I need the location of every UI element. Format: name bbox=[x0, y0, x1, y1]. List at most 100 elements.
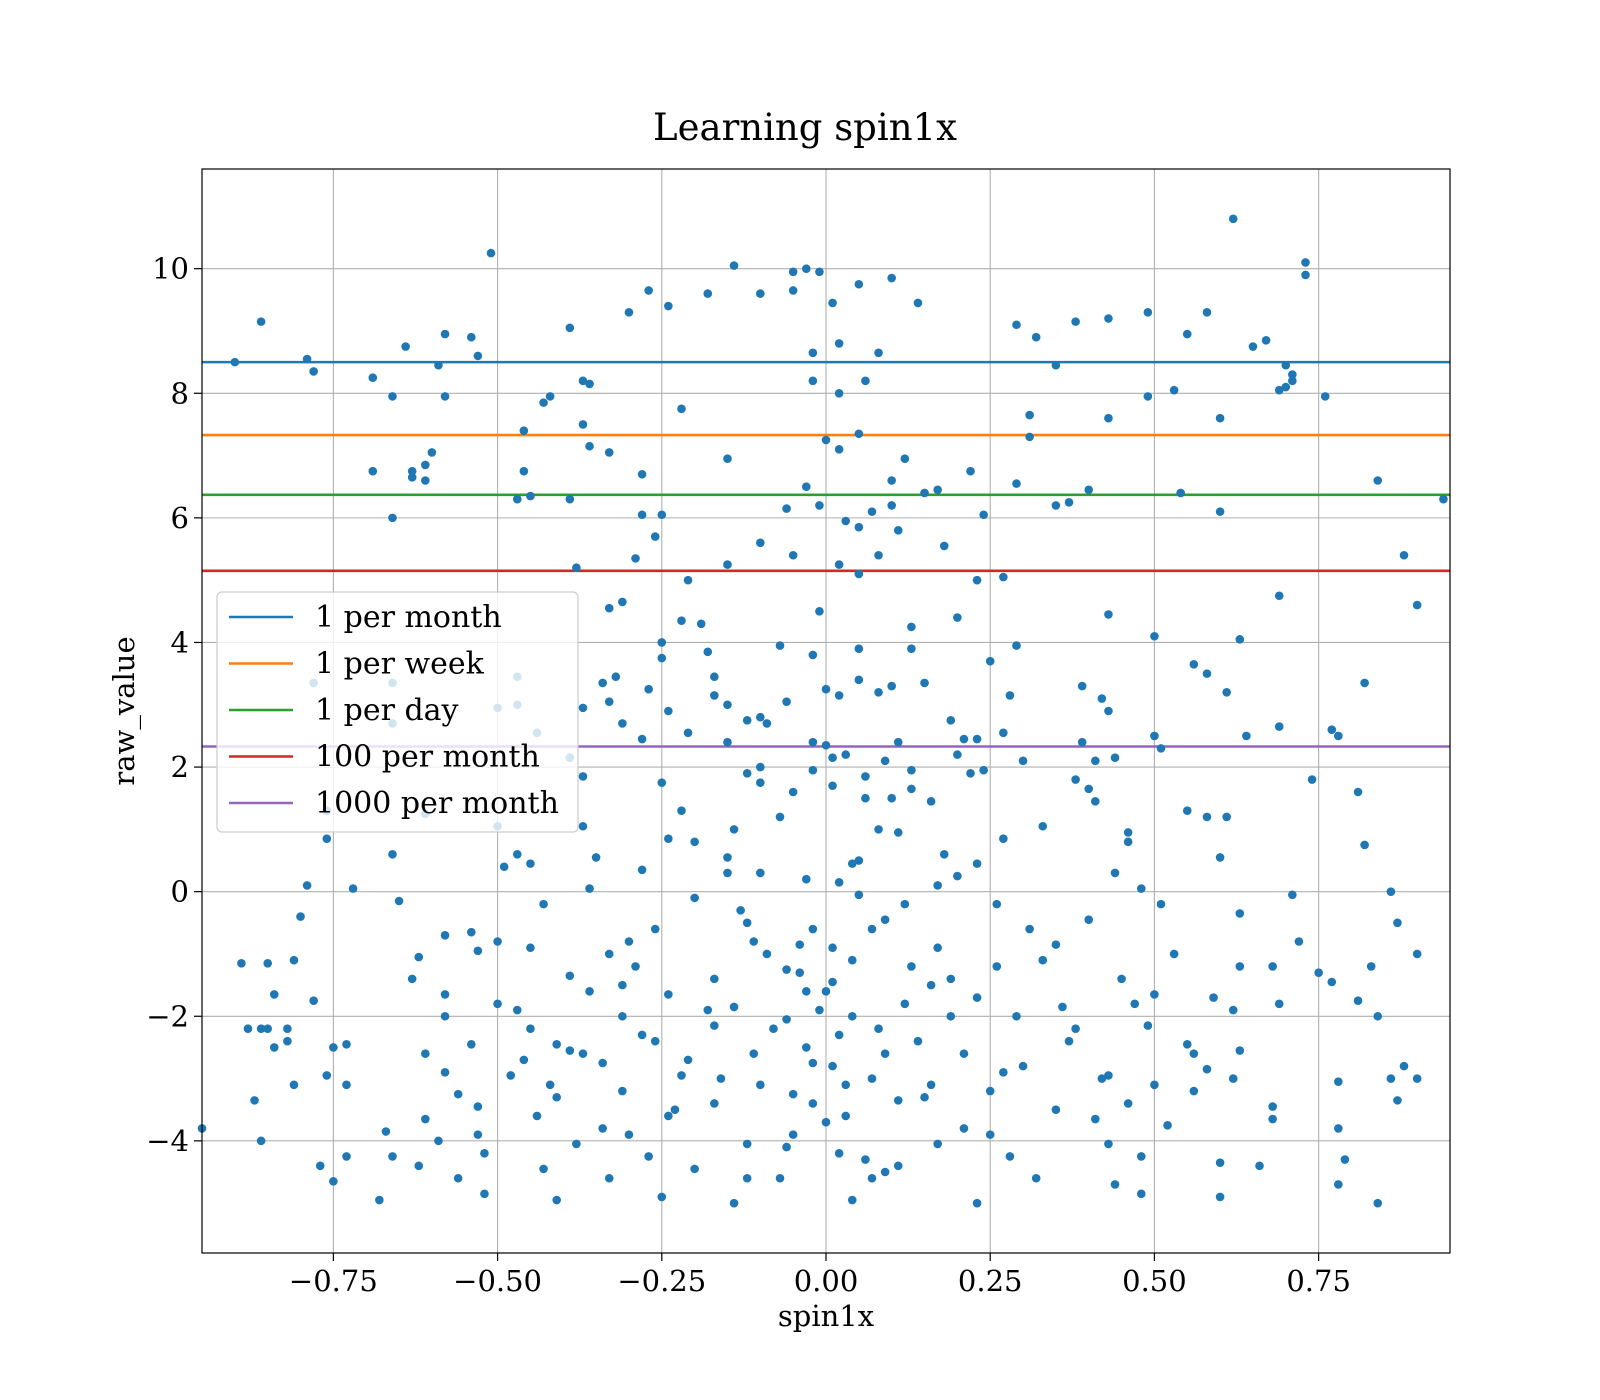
data-point bbox=[749, 1049, 759, 1058]
data-point bbox=[880, 1049, 890, 1058]
data-point bbox=[972, 734, 982, 744]
data-point bbox=[828, 977, 837, 987]
data-point bbox=[585, 884, 594, 893]
data-point bbox=[368, 373, 378, 383]
data-point bbox=[893, 1096, 903, 1105]
data-point bbox=[644, 1152, 653, 1161]
data-point bbox=[795, 940, 805, 949]
data-point bbox=[591, 853, 601, 862]
data-point bbox=[480, 1189, 489, 1199]
data-point bbox=[1071, 775, 1080, 784]
data-point bbox=[808, 1099, 818, 1108]
data-point bbox=[861, 793, 870, 803]
data-point bbox=[545, 1080, 555, 1090]
data-point bbox=[867, 507, 877, 516]
data-point bbox=[1202, 1064, 1212, 1074]
y-tick-label: −4 bbox=[146, 1124, 189, 1158]
data-point bbox=[1182, 806, 1192, 815]
data-point bbox=[729, 825, 739, 834]
data-point bbox=[598, 1124, 607, 1133]
data-point bbox=[933, 881, 942, 890]
data-point bbox=[512, 494, 522, 504]
data-point bbox=[979, 765, 988, 775]
data-point bbox=[1281, 382, 1291, 392]
data-point bbox=[1182, 1039, 1192, 1049]
data-point bbox=[1294, 937, 1304, 946]
data-point bbox=[401, 342, 410, 351]
data-point bbox=[1222, 812, 1231, 822]
data-point bbox=[742, 1173, 752, 1183]
data-point bbox=[874, 688, 883, 697]
data-point bbox=[795, 968, 805, 977]
data-point bbox=[407, 974, 417, 984]
data-point bbox=[939, 541, 949, 551]
data-point bbox=[801, 1043, 811, 1052]
data-point bbox=[1228, 1074, 1238, 1083]
data-point bbox=[953, 613, 962, 622]
data-point bbox=[788, 1089, 798, 1099]
data-point bbox=[920, 678, 929, 688]
data-point bbox=[729, 1198, 739, 1208]
data-point bbox=[1268, 1102, 1277, 1111]
y-tick-label: −2 bbox=[146, 999, 189, 1033]
data-point bbox=[788, 1130, 798, 1139]
data-point bbox=[834, 560, 844, 569]
data-point bbox=[348, 884, 358, 893]
data-point bbox=[821, 684, 831, 694]
legend-box bbox=[216, 591, 579, 833]
data-point bbox=[854, 856, 864, 865]
data-point bbox=[526, 1024, 535, 1034]
data-point bbox=[375, 1195, 384, 1205]
data-point bbox=[828, 753, 837, 763]
data-point bbox=[1189, 1086, 1199, 1096]
data-point bbox=[1051, 501, 1061, 510]
data-point bbox=[664, 1111, 673, 1121]
data-point bbox=[388, 1152, 397, 1161]
data-point bbox=[618, 1011, 627, 1021]
data-point bbox=[1281, 360, 1291, 370]
data-point bbox=[453, 1173, 463, 1183]
data-point bbox=[1412, 600, 1422, 610]
data-point bbox=[572, 563, 581, 573]
data-point bbox=[907, 765, 916, 775]
data-point bbox=[1051, 360, 1061, 370]
data-point bbox=[762, 949, 772, 959]
data-point bbox=[1215, 507, 1225, 516]
data-point bbox=[841, 750, 851, 759]
data-point bbox=[907, 784, 916, 794]
data-point bbox=[999, 572, 1008, 582]
data-point bbox=[1025, 432, 1034, 442]
data-point bbox=[368, 466, 378, 476]
data-point bbox=[736, 906, 745, 915]
data-point bbox=[1104, 610, 1113, 619]
grid bbox=[202, 169, 1450, 1253]
data-point bbox=[946, 974, 956, 984]
data-point bbox=[1038, 821, 1048, 831]
data-point bbox=[1248, 342, 1258, 351]
data-point bbox=[854, 279, 864, 289]
data-point bbox=[394, 896, 404, 906]
data-point bbox=[1274, 385, 1284, 395]
x-tick-label: 0.25 bbox=[958, 1264, 1023, 1298]
data-point bbox=[1005, 1152, 1015, 1161]
data-point bbox=[237, 959, 246, 968]
data-point bbox=[966, 768, 975, 778]
data-point bbox=[985, 1086, 995, 1096]
data-point bbox=[624, 937, 634, 946]
data-point bbox=[315, 1161, 325, 1171]
data-point bbox=[1393, 918, 1402, 928]
data-point bbox=[467, 332, 476, 342]
data-point bbox=[493, 999, 502, 1009]
data-point bbox=[657, 1192, 667, 1202]
data-point bbox=[703, 289, 713, 298]
data-point bbox=[1031, 332, 1041, 342]
data-point bbox=[1301, 270, 1310, 280]
data-point bbox=[1110, 868, 1120, 878]
y-tick-label: 10 bbox=[152, 252, 189, 286]
data-point bbox=[703, 647, 713, 657]
data-point bbox=[1091, 756, 1100, 766]
data-point bbox=[1091, 797, 1100, 806]
chart-title: Learning spin1x bbox=[653, 106, 957, 149]
data-point bbox=[880, 915, 890, 925]
